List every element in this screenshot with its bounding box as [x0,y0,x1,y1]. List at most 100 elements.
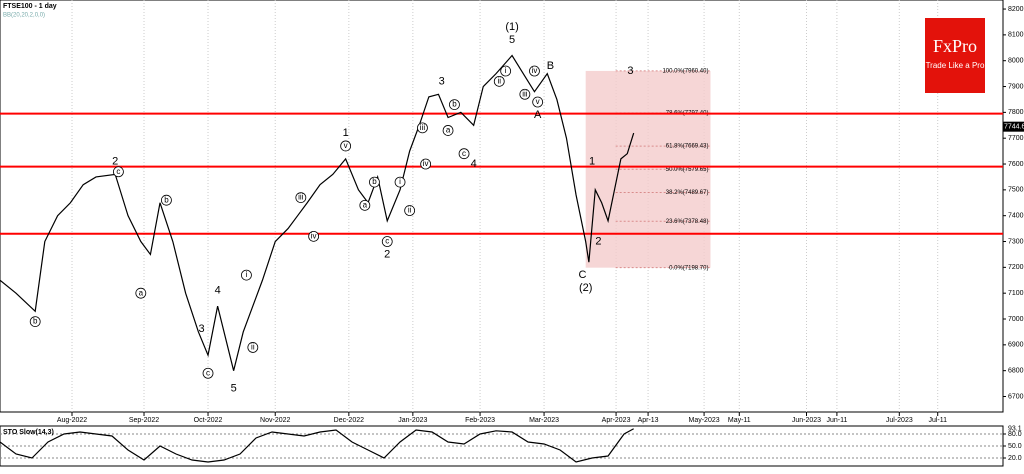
wave-circle [202,367,214,379]
wave-circle [449,99,460,111]
x-tick-label: Jul-11 [928,417,947,424]
y-tick-label: 8100 [1008,32,1024,39]
fib-label: 100.0%(7960.40) [662,69,708,75]
x-tick-label: Jun-2023 [792,417,821,424]
wave-circle [29,316,41,327]
wave-label: i [505,66,507,75]
wave-label: 5 [509,34,515,46]
wave-label: c [206,368,210,377]
wave-label: a [139,288,144,297]
x-tick-label: Oct-2022 [194,417,223,424]
x-tick-label: Feb-2023 [465,417,495,424]
panel-frame [0,0,1004,413]
wave-label: iv [532,66,538,75]
wave-label: ii [251,343,255,352]
wave-label: 3 [199,323,205,335]
wave-circle [241,269,252,281]
wave-label: 4 [215,285,221,297]
wave-label: 5 [231,383,237,395]
y-tick-label: 50.0 [1008,443,1022,450]
logo-box [925,18,985,93]
fib-label: 23.6%(7378.48) [666,219,709,225]
panel-title: FTSE100 - 1 day [3,3,57,10]
wave-circle [394,176,406,188]
fib-label: 38.2%(7489.67) [666,190,709,196]
wave-circle [532,96,544,108]
x-tick-label: Jan-2023 [398,417,427,424]
wave-circle [442,125,454,136]
wave-circle [135,287,147,299]
y-tick-label: 80.0 [1008,431,1022,438]
wave-label: c [385,237,389,246]
wave-label: c [116,167,120,176]
wave-label: 2 [384,248,390,260]
wave-label: i [399,177,401,186]
wave-label: 2 [595,235,601,247]
wave-label: 3 [439,75,445,87]
y-tick-label: 7000 [1008,316,1024,323]
wave-circle [381,236,393,247]
y-tick-label: 7800 [1008,109,1024,116]
x-tick-label: Sep-2022 [129,417,159,424]
wave-circle [359,199,371,211]
x-tick-label: Mar-2023 [529,417,559,424]
wave-label: 1 [343,127,349,139]
x-tick-label: May-2023 [689,417,720,424]
logo-name: FxPro [933,36,977,56]
logo-tagline: Trade Like a Pro [926,61,985,70]
y-tick-label: 8000 [1008,58,1024,65]
fib-label: 61.8%(7669.43) [666,144,709,150]
wave-label: (1) [505,21,518,33]
wave-label: b [33,317,38,326]
y-tick-label: 6800 [1008,368,1024,375]
wave-label: (2) [579,282,592,294]
y-tick-label: 7300 [1008,238,1024,245]
wave-label: iv [311,231,317,240]
wave-label: b [452,100,457,109]
wave-circle [519,88,531,100]
wave-label: iii [522,89,528,98]
wave-circle [308,230,320,242]
last-value-label: 93.1 [1008,426,1022,433]
wave-label: a [363,200,368,209]
wave-circle [493,75,505,87]
wave-circle [161,194,172,206]
x-tick-label: Aug-2022 [57,417,87,424]
wave-label: 1 [589,155,595,167]
wave-label: ii [497,76,501,85]
wave-circle [404,205,416,216]
wave-circle [500,65,512,77]
y-tick-label: 6900 [1008,342,1024,349]
y-tick-label: 7900 [1008,83,1024,90]
wave-label: iii [298,193,304,202]
price-line [0,54,635,371]
y-tick-label: 7400 [1008,213,1024,220]
x-tick-label: Dec-2022 [334,417,364,424]
y-tick-label: 7200 [1008,264,1024,271]
y-tick-label: 8200 [1008,6,1024,13]
last-price-label: 7744.60 [1004,124,1024,131]
wave-label: i [246,270,248,279]
wave-label: b [164,195,169,204]
x-tick-label: Nov-2022 [260,417,290,424]
y-tick-label: 7600 [1008,161,1024,168]
x-tick-label: Jul-2023 [886,417,913,424]
wave-label: c [462,149,466,158]
fib-label: 0.0%(7198.70) [669,265,708,271]
wave-label: A [534,109,542,121]
wave-circle [113,166,124,178]
wave-label: 2 [112,155,118,167]
panel-subtitle: BB(20,20,2,0,0) [3,13,45,19]
panel-title: STO Slow(14,3) [3,429,54,436]
wave-label: B [547,60,554,72]
wave-label: C [578,269,586,281]
price-line [0,428,634,463]
wave-label: ii [408,206,412,215]
wave-label: a [446,126,451,135]
wave-label: v [344,141,348,150]
fib-label: 50.0%(7579.65) [666,167,709,173]
